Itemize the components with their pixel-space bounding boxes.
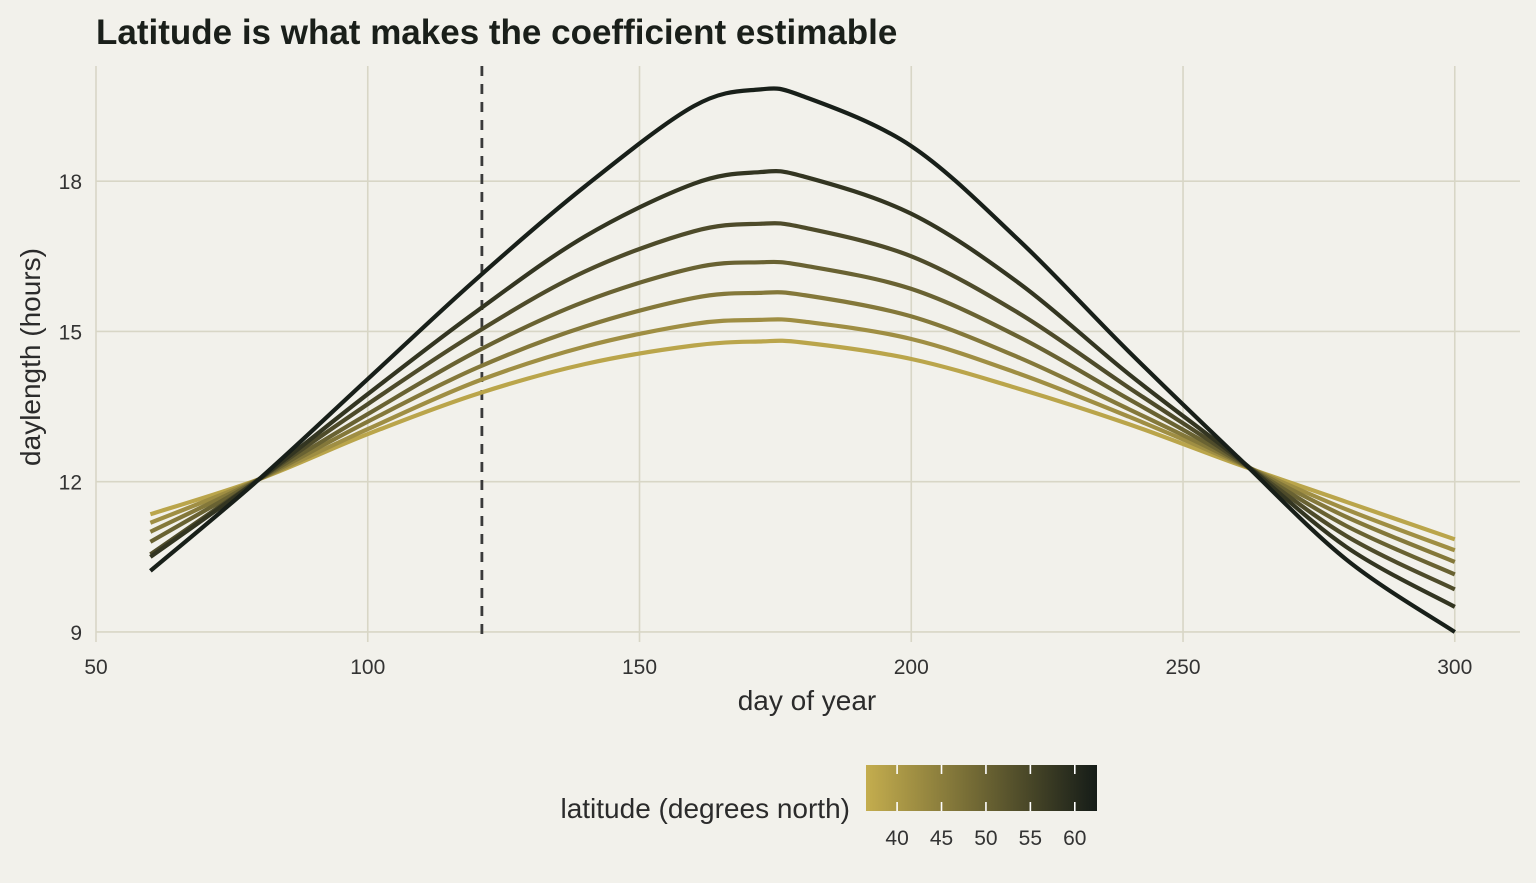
grid-lines bbox=[95, 66, 1520, 642]
axis-tick-labels: 50 100 150 200 250 300 9 12 15 18 bbox=[59, 171, 1473, 679]
legend-colorbar bbox=[866, 765, 1097, 811]
y-tick-label: 15 bbox=[59, 321, 82, 344]
legend-tick-label: 55 bbox=[1019, 827, 1042, 850]
legend-tick-label: 45 bbox=[930, 827, 953, 850]
y-tick-label: 9 bbox=[70, 622, 82, 645]
series-group bbox=[149, 86, 1456, 634]
series-line-lat-54 bbox=[149, 221, 1456, 592]
series-line-lat-62 bbox=[149, 86, 1456, 634]
legend-tick-label: 60 bbox=[1063, 827, 1086, 850]
x-tick-label: 50 bbox=[84, 656, 107, 679]
y-tick-label: 18 bbox=[59, 171, 82, 194]
legend-tick-label: 50 bbox=[974, 827, 997, 850]
x-tick-label: 100 bbox=[350, 656, 385, 679]
y-tick-label: 12 bbox=[59, 472, 82, 495]
x-tick-label: 150 bbox=[622, 656, 657, 679]
legend-tick-label: 40 bbox=[885, 827, 908, 850]
x-tick-label: 250 bbox=[1165, 656, 1200, 679]
y-axis-title: daylength (hours) bbox=[15, 248, 46, 466]
legend-ticks: 40 45 50 55 60 bbox=[885, 765, 1086, 850]
x-tick-label: 200 bbox=[894, 656, 929, 679]
legend: latitude (degrees north) 40 45 50 55 60 bbox=[560, 765, 1097, 850]
chart-title: Latitude is what makes the coefficient e… bbox=[96, 13, 897, 52]
x-tick-label: 300 bbox=[1437, 656, 1472, 679]
x-axis-title: day of year bbox=[738, 685, 877, 716]
series-line-lat-58 bbox=[149, 168, 1456, 609]
legend-title: latitude (degrees north) bbox=[560, 793, 850, 824]
